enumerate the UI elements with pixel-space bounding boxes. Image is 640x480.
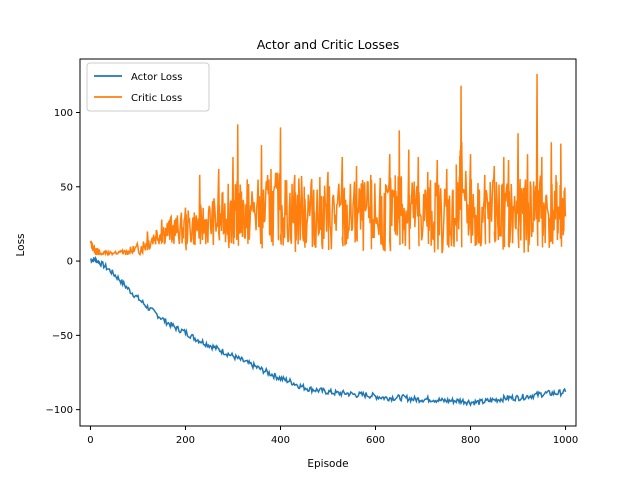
y-axis: −100 −50 0 50 100 xyxy=(46,108,80,416)
x-tick-label: 600 xyxy=(366,435,385,446)
y-axis-label: Loss xyxy=(15,233,27,256)
chart-title: Actor and Critic Losses xyxy=(257,37,400,52)
plot-frame xyxy=(79,58,577,427)
series-line-critic-loss xyxy=(89,73,567,257)
x-tick-label: 0 xyxy=(87,435,93,446)
y-tick-label: −100 xyxy=(46,405,73,416)
x-axis: 0 200 400 600 800 1000 xyxy=(87,426,578,446)
legend-label-actor-loss: Actor Loss xyxy=(131,72,182,83)
legend: Actor Loss Critic Loss xyxy=(86,62,210,112)
y-tick-label: −50 xyxy=(52,331,73,342)
x-tick-label: 400 xyxy=(271,435,290,446)
x-tick-label: 1000 xyxy=(553,435,578,446)
legend-box xyxy=(86,62,210,112)
x-axis-label: Episode xyxy=(307,458,348,470)
plot-area xyxy=(79,58,577,427)
y-tick-label: 100 xyxy=(54,108,73,119)
x-tick-label: 200 xyxy=(176,435,195,446)
y-tick-label: 0 xyxy=(67,257,73,268)
series-line-actor-loss xyxy=(89,255,567,407)
x-tick-label: 800 xyxy=(461,435,480,446)
legend-label-critic-loss: Critic Loss xyxy=(131,93,182,104)
y-tick-label: 50 xyxy=(60,182,73,193)
